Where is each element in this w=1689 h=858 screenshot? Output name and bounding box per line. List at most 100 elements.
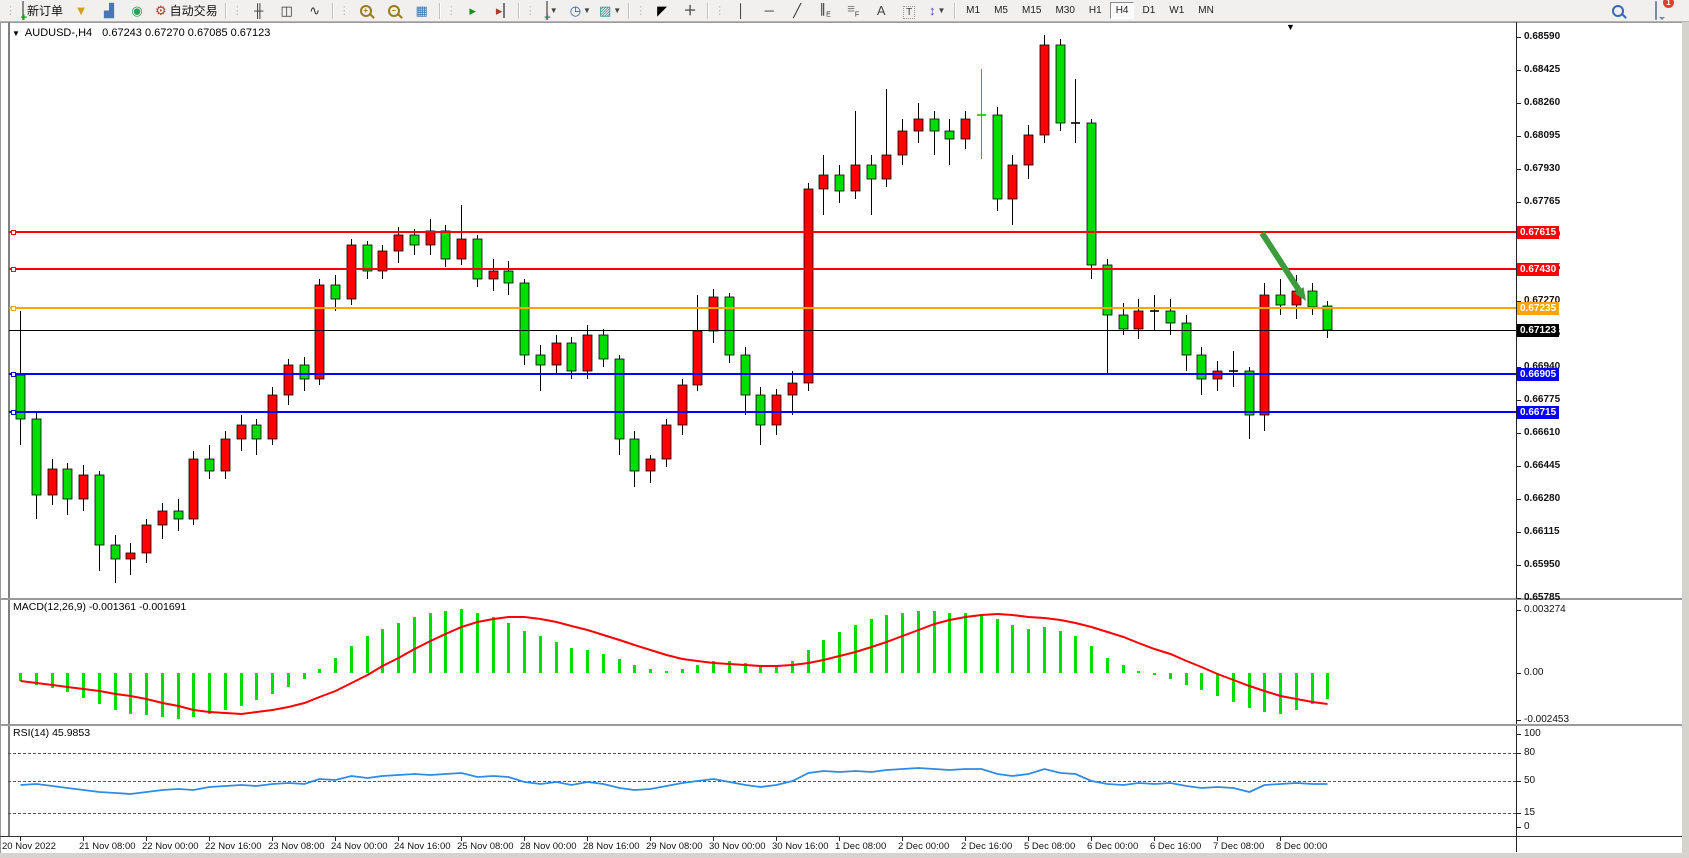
chart-profile-button[interactable]: ▼ <box>68 1 94 21</box>
toolbar-drag-handle[interactable]: ⋮ <box>5 5 16 17</box>
timeframe-mn-button[interactable]: MN <box>1198 5 1214 16</box>
trendline-button[interactable]: ╱ <box>784 1 810 21</box>
timeframe-m1-button[interactable]: M1 <box>966 5 981 16</box>
toolbar-drag-handle[interactable]: ⋮ <box>714 5 726 17</box>
price-axis-tickmark <box>1516 301 1521 302</box>
toolbar-drag-handle[interactable]: ⋮ <box>338 5 350 17</box>
cursor-button[interactable]: ◤ <box>649 1 675 21</box>
horizontal-line-button[interactable]: ─ <box>756 1 782 21</box>
rsi-axis-tickmark <box>1516 781 1521 782</box>
dropdown-arrow-icon[interactable]: ▼ <box>937 6 946 15</box>
timeframe-w1-button[interactable]: W1 <box>1169 5 1185 16</box>
dropdown-arrow-icon[interactable]: ▼ <box>549 6 558 15</box>
time-axis-label: 29 Nov 08:00 <box>646 841 703 852</box>
notifications-button[interactable]: 1 <box>1643 0 1674 21</box>
pivot-line[interactable] <box>9 307 1516 309</box>
time-axis-tickmark <box>776 837 777 841</box>
vertical-line-button[interactable]: │ <box>728 1 754 21</box>
time-axis-tickmark <box>650 837 651 841</box>
resistance-line-2[interactable] <box>9 268 1516 270</box>
support-line-2-anchor[interactable] <box>11 410 16 415</box>
time-axis-tickmark <box>83 837 84 841</box>
auto-trading-button[interactable]: ⚙ 自动交易 <box>152 1 221 21</box>
price-axis-tick: 0.66940 <box>1524 361 1561 372</box>
time-axis-label: 30 Nov 00:00 <box>709 841 766 852</box>
market-watch-icon: ▟ <box>104 2 115 18</box>
toolbar-drag-handle[interactable]: ⋮ <box>635 5 647 17</box>
time-axis-label: 21 Nov 08:00 <box>79 841 136 852</box>
toolbar-drag-handle[interactable]: ⋮ <box>445 5 457 17</box>
bar-chart-button[interactable]: ╫ <box>246 1 272 21</box>
timeframe-m5-button[interactable]: M5 <box>994 5 1008 16</box>
macd-rsi-splitter[interactable] <box>0 724 1689 726</box>
chart-shift-icon: ▸ <box>495 2 506 20</box>
line-chart-button[interactable]: ∿ <box>302 1 328 21</box>
equidistant-channel-button[interactable]: ∥E <box>812 1 838 21</box>
down-arrow-annotation[interactable] <box>1259 231 1306 301</box>
price-axis-tickmark <box>1516 37 1521 38</box>
templates-button[interactable]: ▨ ▼ <box>596 1 624 21</box>
dropdown-arrow-icon[interactable]: ▼ <box>613 6 622 15</box>
price-axis-tick: 0.68095 <box>1524 130 1561 141</box>
timeframe-h4-button[interactable]: H4 <box>1109 2 1135 19</box>
price-axis-tickmark <box>1516 202 1521 203</box>
chart-shift-marker[interactable]: ▼ <box>1286 22 1295 32</box>
search-button[interactable] <box>1605 1 1631 21</box>
market-watch-button[interactable]: ▟ <box>96 1 122 21</box>
chart-window[interactable] <box>0 22 1689 858</box>
price-axis-tickmark <box>1516 466 1521 467</box>
signals-button[interactable]: ◉ <box>124 1 150 21</box>
tile-windows-button[interactable]: ▦ <box>409 1 435 21</box>
zoom-in-button[interactable]: + <box>353 1 379 21</box>
price-axis-tickmark <box>1516 400 1521 401</box>
toolbar-separator <box>224 2 227 19</box>
toolbar-separator <box>954 2 957 19</box>
timeframe-d1-button[interactable]: D1 <box>1142 5 1156 16</box>
new-chart-button[interactable]: + ▼ <box>539 0 565 23</box>
pivot-line-anchor[interactable] <box>11 306 16 311</box>
chart-left-border <box>8 22 10 836</box>
price-axis-tick: 0.66280 <box>1524 493 1561 504</box>
timeframe-h1-button[interactable]: H1 <box>1088 5 1102 16</box>
support-line-1[interactable] <box>9 373 1516 375</box>
time-axis-label: 5 Dec 08:00 <box>1024 841 1076 852</box>
periods-button[interactable]: ◷ ▼ <box>567 1 594 21</box>
time-axis-tickmark <box>713 837 714 841</box>
auto-trading-button-label: 自动交易 <box>169 4 218 18</box>
resistance-line-2-anchor[interactable] <box>11 267 16 272</box>
crosshair-button[interactable]: ＋ <box>677 1 703 21</box>
text-label-button[interactable]: T <box>896 1 922 21</box>
time-axis-tickmark <box>1280 837 1281 841</box>
rsi-axis-tick: 15 <box>1524 807 1536 818</box>
timeframe-m30-button[interactable]: M30 <box>1055 5 1075 16</box>
dropdown-arrow-icon[interactable]: ▼ <box>583 6 591 15</box>
candlestick-chart-button[interactable]: ◫ <box>274 1 300 21</box>
fibonacci-button[interactable]: ≡F <box>840 1 866 21</box>
text-button[interactable]: A <box>868 1 894 21</box>
resistance-line-1-anchor[interactable] <box>11 230 16 235</box>
chart-shift-button[interactable]: ▸ <box>488 1 514 21</box>
price-axis-tick: 0.68590 <box>1524 31 1561 42</box>
price-axis-tickmark <box>1516 169 1521 170</box>
time-axis-tickmark <box>524 837 525 841</box>
timeframe-m15-button[interactable]: M15 <box>1021 5 1042 16</box>
auto-scroll-button[interactable]: ▸ <box>460 1 486 21</box>
arrows-button[interactable]: ↕ ▼ <box>924 1 950 21</box>
chart-collapse-icon[interactable]: ▼ <box>12 29 20 38</box>
toolbar-drag-handle[interactable]: ⋮ <box>524 5 536 17</box>
rsi-axis-tick: 100 <box>1524 728 1541 739</box>
line-chart-icon: ∿ <box>309 2 321 18</box>
resistance-line-1[interactable] <box>9 231 1516 233</box>
price-macd-splitter[interactable] <box>0 598 1689 600</box>
price-axis-tickmark <box>1516 136 1521 137</box>
toolbar-drag-handle[interactable]: ⋮ <box>231 5 243 17</box>
zoom-out-button[interactable]: − <box>381 1 407 21</box>
rsi-axis-tick: 0 <box>1524 821 1530 832</box>
support-line-1-anchor[interactable] <box>11 372 16 377</box>
toolbar: ⋮ + 新订单 ▼ ▟ ◉ ⚙ 自动交易 ⋮ ╫ ◫ ∿ ⋮ + − ▦ ⋮ ▸ ▸ ⋮ + ▼ ◷ ▼ ▨ ▼ ⋮ ◤ ＋ ⋮ │ ─ ╱ ∥E… <box>0 0 1689 23</box>
new-order-button[interactable]: + 新订单 <box>19 0 66 23</box>
support-line-2[interactable] <box>9 411 1516 413</box>
toolbar-separator <box>628 2 631 19</box>
equidistant-channel-icon: ∥E <box>819 0 831 19</box>
